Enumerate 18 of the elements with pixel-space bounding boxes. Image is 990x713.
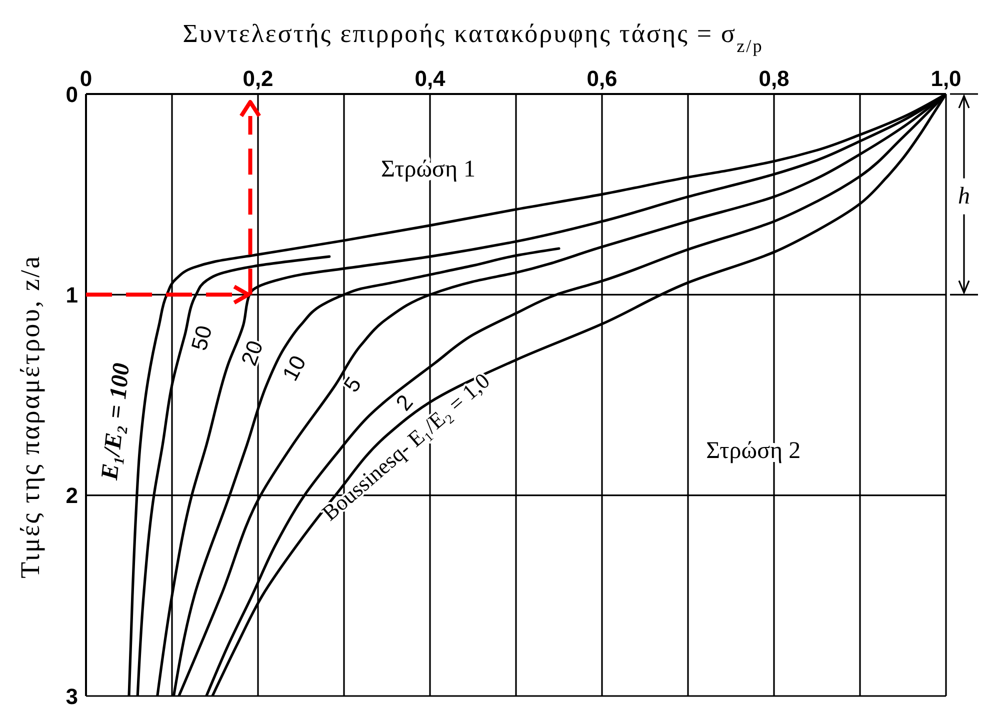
x-tick-label: 0,6 [586,66,618,91]
text: 20 [236,337,268,369]
text: E₁/E₂ = 100 [96,362,136,482]
x-axis-title: Συντελεστής επιρροής κατακόρυφης τάσης = σ$_{z/p}$ [182,19,764,56]
y-axis-title: Τιμές της παραμέτρου, z/a [15,254,45,578]
text: 2 [390,389,418,415]
y-tick-label: 0 [66,82,78,107]
y-tick-label: 2 [66,483,78,508]
x-tick-label: 1,0 [930,66,962,91]
x-tick-label: 0,4 [414,66,446,91]
y-tick-label: 1 [66,282,78,308]
x-tick-label: 0,2 [242,66,274,91]
text: 10 [276,351,311,385]
text: 50 [186,322,216,353]
text: h [958,183,970,210]
text: 5 [338,372,366,396]
x-tick-label: 0,8 [758,66,790,91]
y-tick-label: 3 [66,684,78,709]
